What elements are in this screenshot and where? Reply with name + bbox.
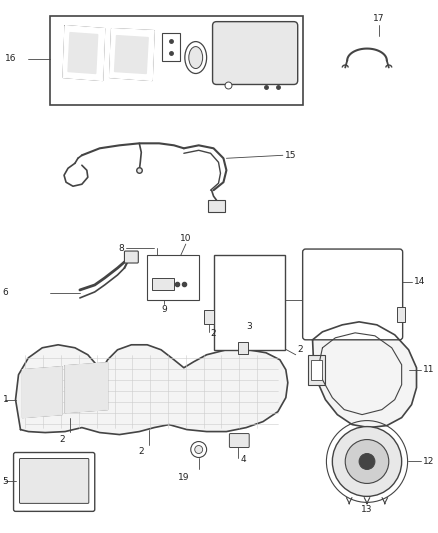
Text: 2: 2	[298, 345, 304, 354]
Text: 7: 7	[305, 295, 311, 304]
Circle shape	[359, 454, 375, 470]
Polygon shape	[22, 367, 62, 417]
Text: 13: 13	[361, 505, 373, 514]
Bar	[162, 33, 180, 61]
Text: 2: 2	[138, 447, 144, 456]
Text: 14: 14	[413, 278, 425, 286]
Text: 4: 4	[240, 455, 246, 464]
Bar	[204, 310, 214, 324]
Polygon shape	[63, 26, 105, 80]
Text: 1: 1	[3, 395, 8, 404]
Polygon shape	[15, 345, 288, 434]
Text: 8: 8	[119, 244, 124, 253]
Text: 2: 2	[59, 435, 65, 444]
FancyBboxPatch shape	[14, 453, 95, 511]
FancyBboxPatch shape	[303, 249, 403, 340]
Polygon shape	[115, 36, 148, 74]
Text: 2: 2	[211, 329, 216, 338]
Polygon shape	[68, 33, 98, 74]
Bar	[238, 342, 248, 354]
Text: 10: 10	[180, 233, 191, 243]
Text: 15: 15	[285, 151, 297, 160]
Circle shape	[345, 440, 389, 483]
Bar	[50, 15, 303, 106]
Polygon shape	[110, 29, 154, 80]
Ellipse shape	[189, 46, 203, 69]
Circle shape	[195, 446, 203, 454]
FancyBboxPatch shape	[124, 251, 138, 263]
Circle shape	[332, 426, 402, 496]
Bar	[214, 255, 285, 350]
Ellipse shape	[185, 42, 207, 74]
Bar	[311, 360, 322, 379]
Text: 17: 17	[373, 14, 385, 23]
Polygon shape	[65, 363, 108, 413]
FancyBboxPatch shape	[20, 458, 89, 503]
Text: 12: 12	[424, 457, 435, 466]
Bar	[147, 255, 199, 300]
Bar	[307, 355, 325, 385]
Bar	[397, 307, 405, 322]
FancyBboxPatch shape	[230, 433, 249, 448]
FancyBboxPatch shape	[212, 22, 298, 84]
Text: 19: 19	[178, 473, 190, 482]
Polygon shape	[313, 322, 417, 427]
Text: 11: 11	[424, 365, 435, 374]
Bar	[208, 200, 226, 212]
Bar	[152, 278, 174, 290]
Text: 6: 6	[3, 288, 8, 297]
Text: 16: 16	[5, 54, 16, 63]
Text: 3: 3	[246, 322, 252, 332]
Text: 9: 9	[161, 305, 167, 314]
Text: 5: 5	[3, 477, 8, 486]
Circle shape	[191, 441, 207, 457]
